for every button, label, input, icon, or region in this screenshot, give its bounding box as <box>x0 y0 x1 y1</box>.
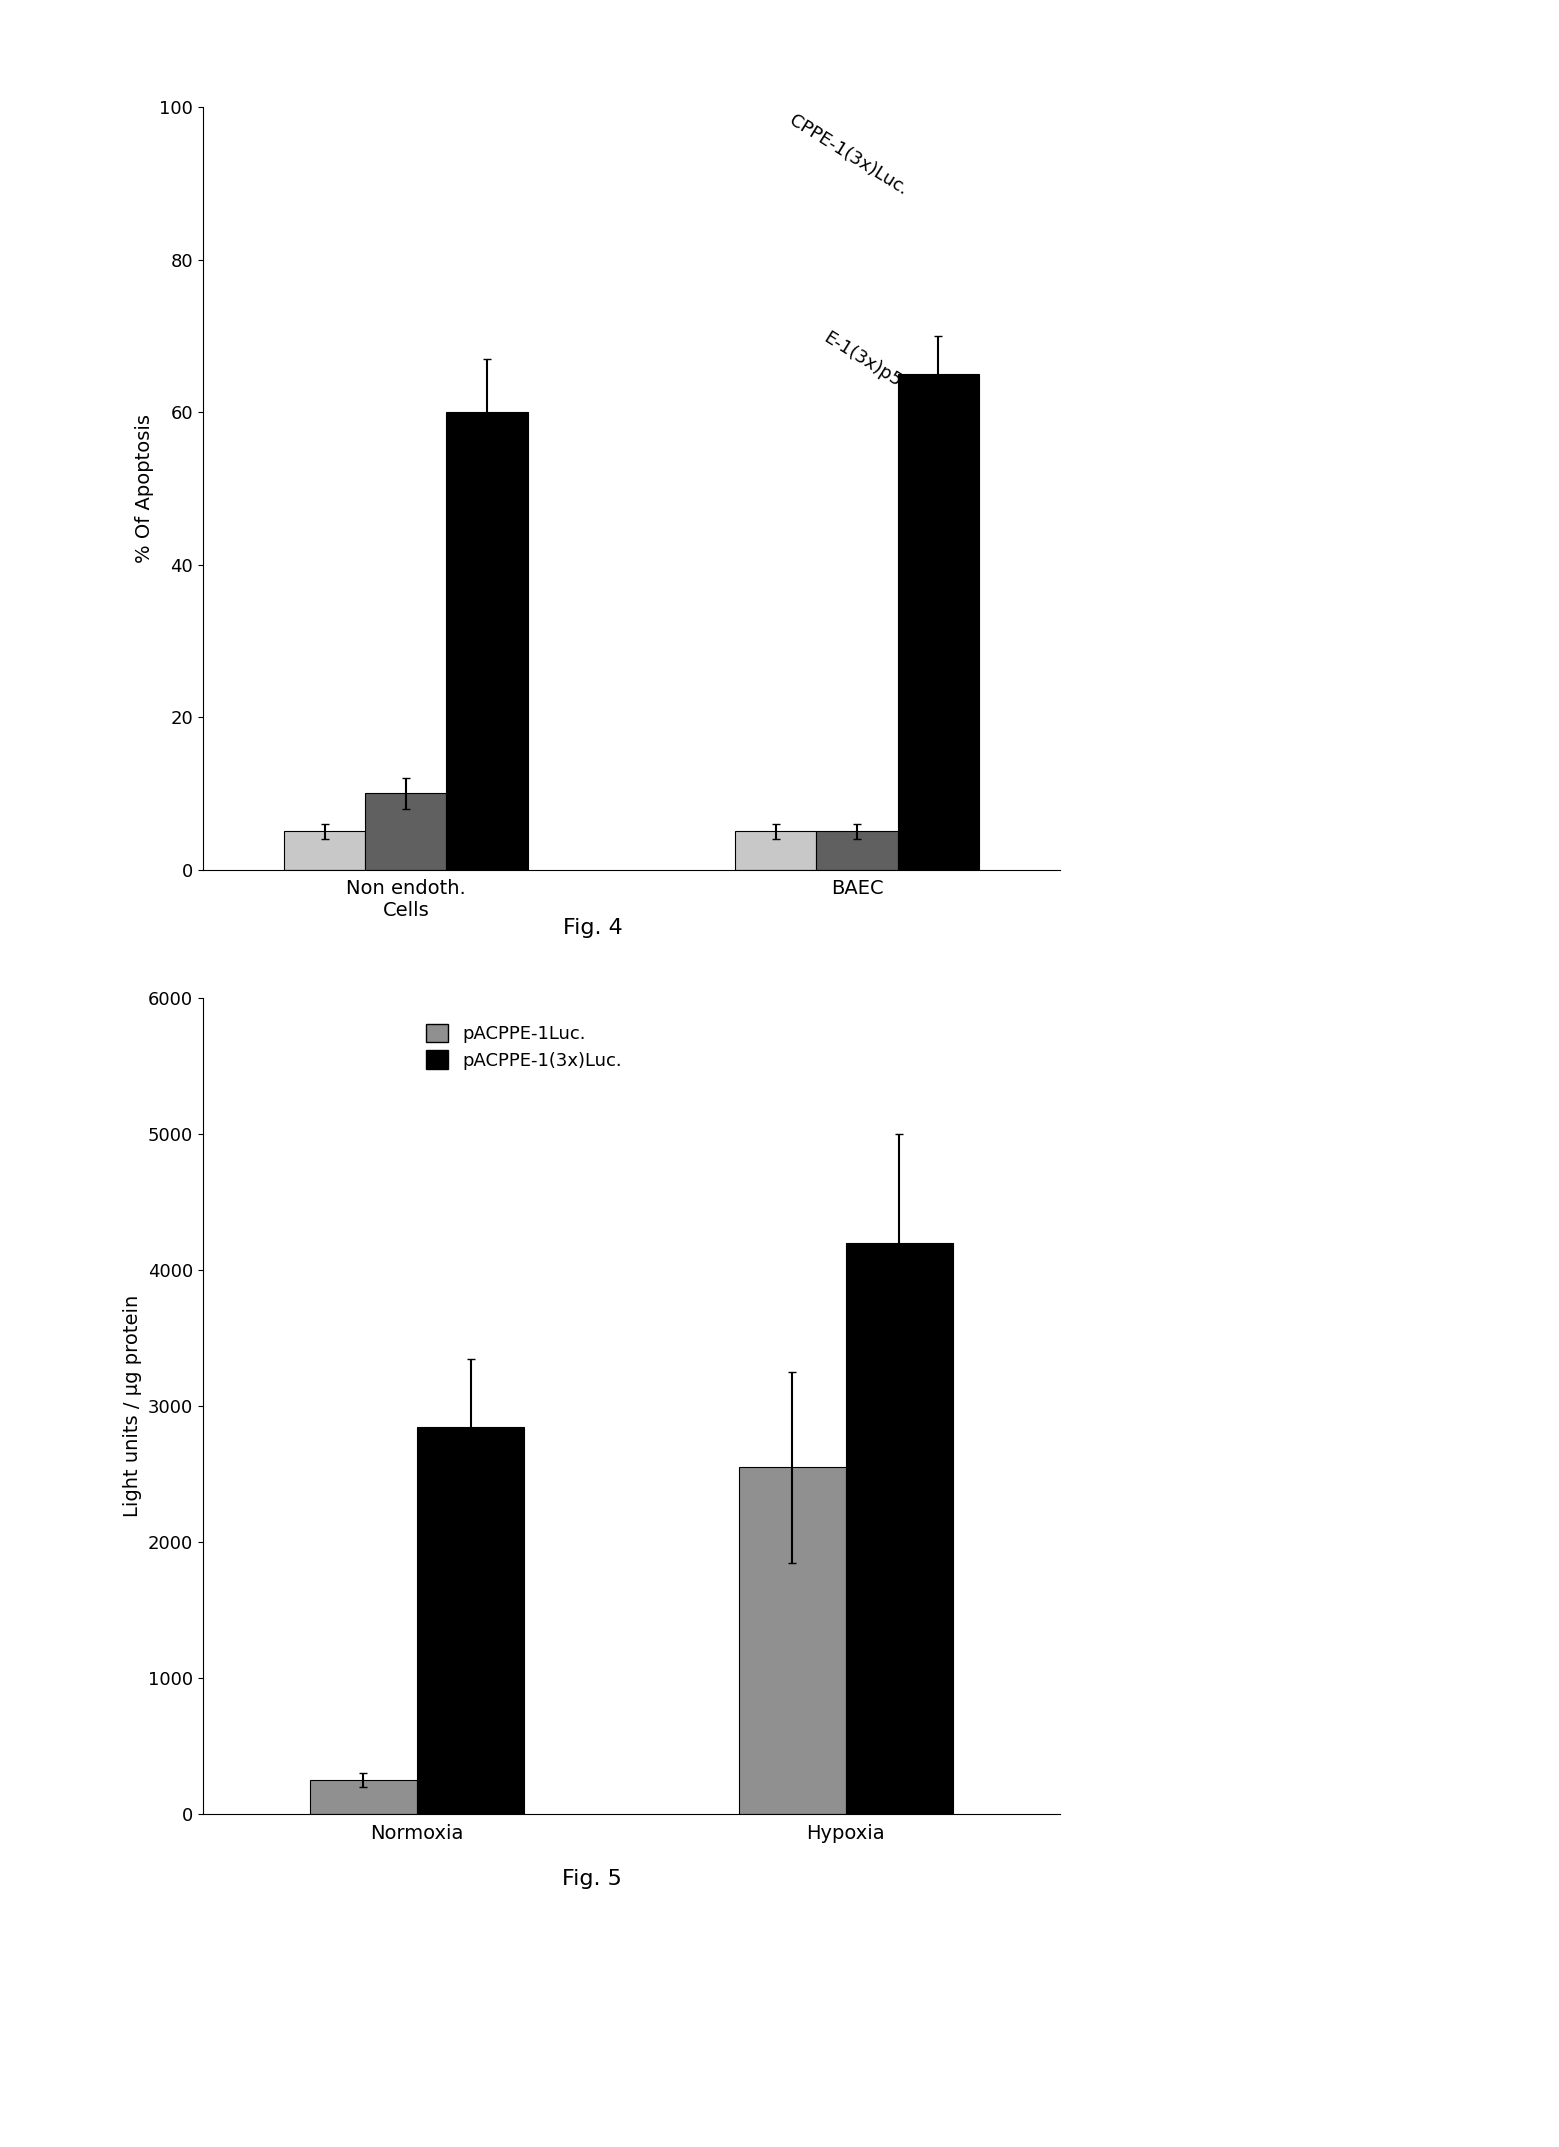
Bar <box>736 831 817 870</box>
Text: Fig. 5: Fig. 5 <box>563 1870 622 1889</box>
Text: 5: 5 <box>923 599 934 618</box>
Bar <box>418 1428 524 1814</box>
Text: E-1(3x)p55: E-1(3x)p55 <box>820 328 914 397</box>
Text: CPPE-1(3x)Luc.: CPPE-1(3x)Luc. <box>786 112 910 200</box>
Bar <box>898 374 979 870</box>
Y-axis label: % Of Apoptosis: % Of Apoptosis <box>134 414 153 563</box>
Bar <box>310 1780 418 1814</box>
Legend: pACPPE-1Luc., pACPPE-1(3x)Luc.: pACPPE-1Luc., pACPPE-1(3x)Luc. <box>426 1024 622 1069</box>
Bar <box>446 412 527 870</box>
Bar <box>845 1243 953 1814</box>
Bar <box>817 831 898 870</box>
Y-axis label: Light units / µg protein: Light units / µg protein <box>123 1295 142 1518</box>
Bar <box>284 831 365 870</box>
Text: Fig. 4: Fig. 4 <box>563 919 622 938</box>
Bar <box>365 794 446 870</box>
Bar <box>739 1469 845 1814</box>
